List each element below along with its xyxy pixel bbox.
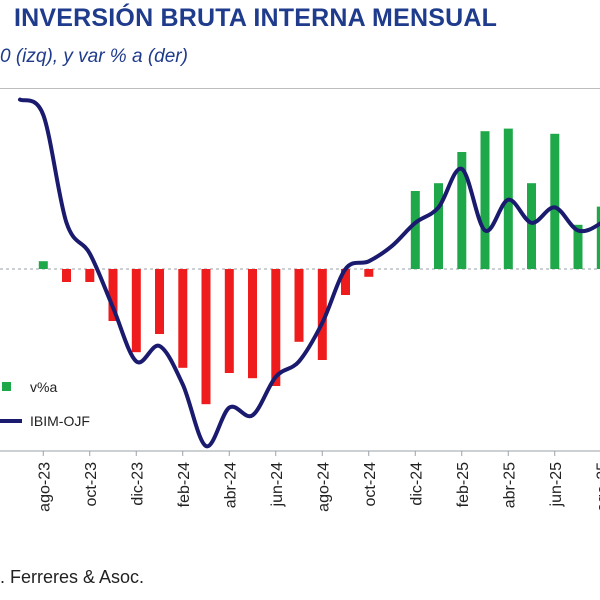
bar-mar-25 [480, 131, 490, 269]
bar-ago-25 [596, 206, 600, 269]
x-tick-label-dic-24: dic-24 [408, 462, 425, 506]
bar-jun-24 [271, 269, 281, 386]
legend-label-ibim: IBIM-OJF [30, 413, 90, 429]
chart-subtitle: 0 (izq), y var % a (der) [0, 46, 188, 67]
bar-sep-24 [341, 269, 350, 295]
x-tick-label-jun-24: jun-24 [269, 462, 286, 508]
bar-oct-23 [85, 269, 95, 282]
x-tick-label-oct-24: oct-24 [362, 462, 379, 507]
x-tick-labels: ago-23 oct-23 dic-23 feb-24 abr-24 jun-24 ago-… [36, 451, 600, 512]
x-tick-label-abr-25: abr-25 [501, 462, 518, 508]
bar-feb-25 [457, 152, 467, 269]
bar-oct-24 [364, 269, 374, 277]
x-tick-label-oct-23: oct-23 [83, 462, 100, 507]
bar-dic-23 [131, 269, 141, 353]
bar-jul-25 [573, 224, 583, 269]
bar-dic-24 [410, 191, 420, 269]
bar-may-24 [248, 269, 257, 379]
x-tick-label-ago-23: ago-23 [36, 462, 53, 512]
x-tick-label-ago-24: ago-24 [315, 462, 332, 512]
x-tick-label-jun-25: jun-25 [548, 462, 565, 508]
bar-may-25 [527, 183, 536, 269]
x-tick-label-dic-23: dic-23 [129, 462, 146, 506]
bar-sep-23 [62, 269, 71, 282]
bar-abr-24 [224, 269, 234, 373]
bar-jun-25 [550, 133, 560, 269]
bar-jul-24 [294, 269, 304, 342]
bar-mar-24 [201, 269, 211, 405]
header-divider [0, 88, 600, 89]
legend-swatch-va [2, 382, 11, 391]
bar-ago-24 [317, 269, 327, 360]
ibim-line [18, 97, 600, 449]
bar-ago-23 [38, 261, 48, 269]
source-note: . Ferreres & Asoc. [0, 567, 145, 587]
bar-ene-25 [434, 183, 443, 269]
bar-nov-23 [108, 269, 118, 321]
x-tick-label-ago-25: ago-25 [594, 462, 600, 512]
legend-label-va: v%a [30, 379, 57, 395]
x-tick-label-abr-24: abr-24 [222, 462, 239, 508]
bar-series [38, 128, 600, 405]
chart-title: INVERSIÓN BRUTA INTERNA MENSUAL [14, 4, 498, 32]
legend: v%a IBIM-OJF [0, 379, 90, 429]
bar-feb-24 [178, 269, 188, 368]
x-tick-label-feb-24: feb-24 [176, 462, 193, 507]
x-tick-label-feb-25: feb-25 [455, 462, 472, 507]
bar-ene-24 [155, 269, 164, 334]
